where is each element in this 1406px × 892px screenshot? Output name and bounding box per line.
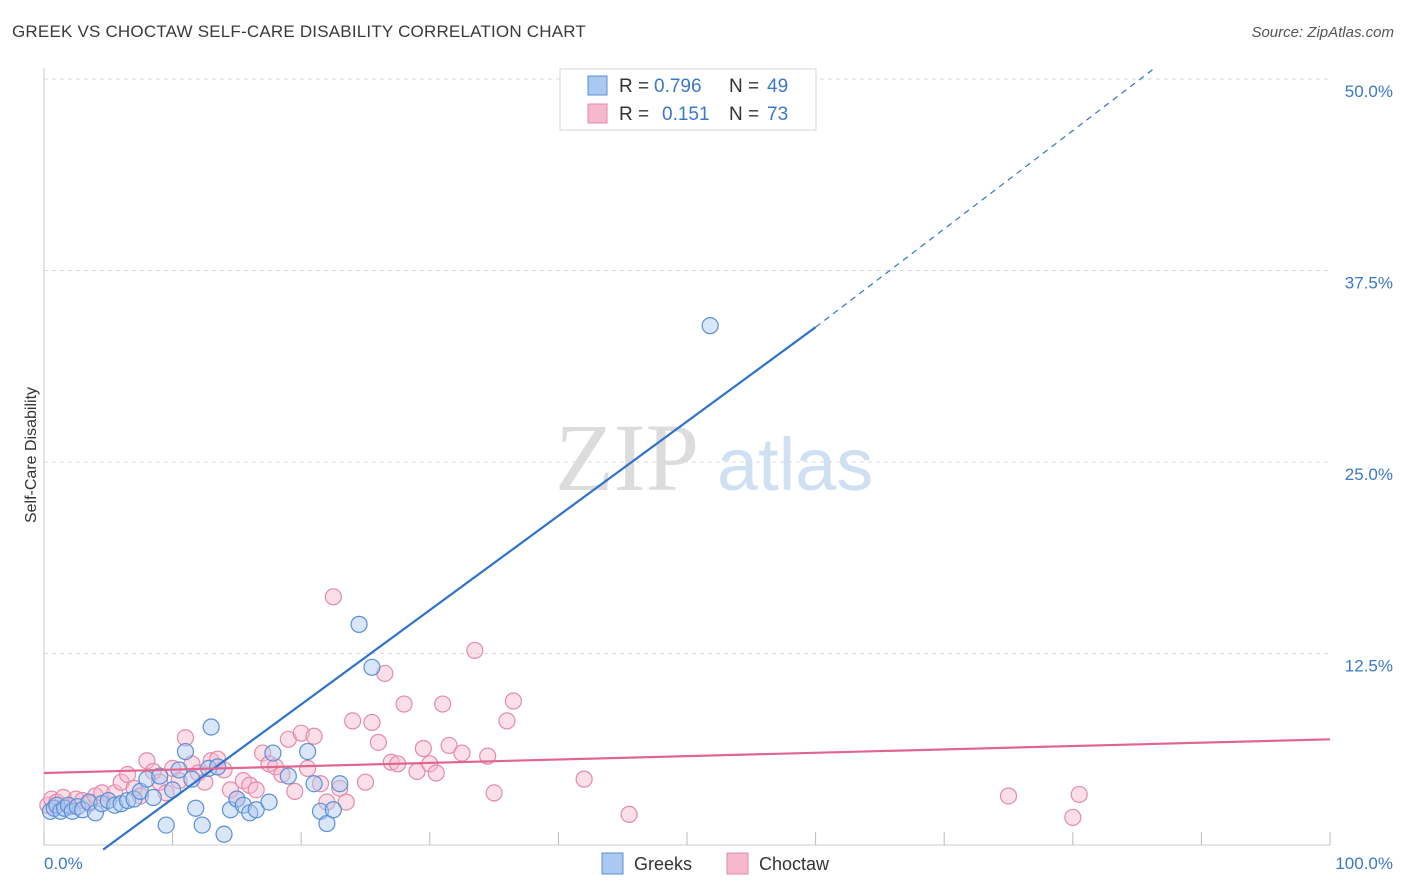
choctaw-point <box>299 759 317 778</box>
y-tick-label: 25.0% <box>1345 465 1393 484</box>
greek-point <box>193 816 211 834</box>
greek-point <box>202 718 220 736</box>
source-label: Source: ZipAtlas.com <box>1251 24 1394 41</box>
y-tick-label: 12.5% <box>1345 657 1393 676</box>
choctaw-point <box>382 753 400 771</box>
greek-point <box>279 767 297 785</box>
bottom-legend-greek-label: Greeks <box>634 854 692 874</box>
greek-point <box>701 317 719 335</box>
greek-point <box>318 814 336 833</box>
chart-title: GREEK VS CHOCTAW SELF-CARE DISABILITY CO… <box>12 22 586 41</box>
greek-point <box>247 801 265 819</box>
x-tick-label: 0.0% <box>44 854 83 873</box>
choctaw-point <box>434 695 452 713</box>
choctaw-point <box>504 692 522 710</box>
bottom-legend-choctaw-label: Choctaw <box>759 854 830 874</box>
greek-point <box>228 790 246 808</box>
bottom-legend: Greeks Choctaw <box>601 852 830 875</box>
legend: R = 0.796 N = 49 R = 0.151 N = 73 <box>559 68 817 131</box>
choctaw-point <box>337 793 355 811</box>
greek-point <box>264 744 282 762</box>
choctaw-trend-line <box>43 738 1331 775</box>
y-tick-label: 37.5% <box>1345 274 1393 293</box>
choctaw-point <box>999 787 1018 805</box>
legend-greek-n-label: N = <box>729 76 759 97</box>
choctaw-point <box>292 724 310 742</box>
axes <box>43 68 1331 846</box>
legend-choctaw-n-value: 73 <box>767 104 788 125</box>
legend-choctaw-r-value: 0.151 <box>662 104 710 125</box>
y-axis-label: Self-Care Disability <box>23 387 40 523</box>
bottom-legend-greek-swatch <box>601 852 624 875</box>
x-tick-label: 100.0% <box>1335 854 1393 873</box>
legend-choctaw-n-label: N = <box>729 104 759 125</box>
greek-point <box>157 816 175 834</box>
choctaw-point <box>151 773 169 791</box>
choctaw-point <box>305 727 323 745</box>
choctaw-point <box>363 713 381 732</box>
choctaw-point <box>395 695 413 713</box>
greek-point <box>221 801 240 819</box>
choctaw-points <box>39 588 1088 827</box>
greek-point <box>187 799 205 817</box>
watermark-atlas: atlas <box>717 423 873 506</box>
choctaw-point <box>575 770 593 788</box>
greek-trend-extension <box>815 66 1157 328</box>
choctaw-point <box>453 744 471 762</box>
choctaw-point <box>1064 808 1082 827</box>
choctaw-point <box>1070 785 1088 804</box>
bottom-legend-choctaw-swatch <box>726 852 749 875</box>
greek-point <box>299 742 317 761</box>
choctaw-point <box>479 747 497 765</box>
legend-greek-r-label: R = <box>619 76 649 97</box>
legend-choctaw-swatch <box>587 103 608 124</box>
greek-point <box>118 791 137 810</box>
choctaw-point <box>466 641 484 660</box>
choctaw-point <box>138 752 156 770</box>
watermark-zip: ZIP <box>555 404 699 511</box>
trend-lines <box>43 66 1331 851</box>
choctaw-point <box>620 805 638 823</box>
choctaw-point <box>427 764 445 782</box>
grid-lines <box>44 78 1330 654</box>
greek-point <box>176 742 195 761</box>
y-tick-labels: 12.5% 25.0% 37.5% 50.0% <box>1345 82 1393 676</box>
choctaw-point <box>485 784 503 802</box>
choctaw-point <box>176 729 195 747</box>
legend-greek-n-value: 49 <box>767 76 788 97</box>
choctaw-point <box>498 712 516 730</box>
greek-point <box>305 775 323 793</box>
legend-greek-swatch <box>587 75 608 96</box>
choctaw-point <box>331 779 349 797</box>
greek-point <box>151 767 169 785</box>
greek-point <box>331 775 349 793</box>
greek-point <box>324 801 342 819</box>
greek-point <box>215 825 233 843</box>
choctaw-point <box>324 588 342 606</box>
greek-point <box>86 804 105 822</box>
choctaw-point <box>286 782 304 800</box>
greek-points <box>41 317 719 843</box>
choctaw-point <box>221 781 240 799</box>
legend-greek-r-value: 0.796 <box>654 76 702 97</box>
choctaw-point <box>247 781 265 799</box>
y-tick-label: 50.0% <box>1345 82 1393 101</box>
choctaw-point <box>356 773 375 791</box>
greek-point <box>350 615 368 633</box>
choctaw-point <box>311 775 330 793</box>
greek-point <box>106 796 124 814</box>
greek-point <box>260 793 278 811</box>
legend-choctaw-r-label: R = <box>619 104 649 125</box>
choctaw-point <box>369 733 387 751</box>
choctaw-point <box>414 739 432 758</box>
greek-point <box>80 793 98 811</box>
choctaw-point <box>344 712 362 730</box>
choctaw-point <box>440 736 458 755</box>
greek-trend-line <box>102 326 817 851</box>
greek-point <box>363 658 381 676</box>
x-tick-labels: 0.0% 100.0% <box>44 854 1393 873</box>
greek-point <box>144 788 162 807</box>
